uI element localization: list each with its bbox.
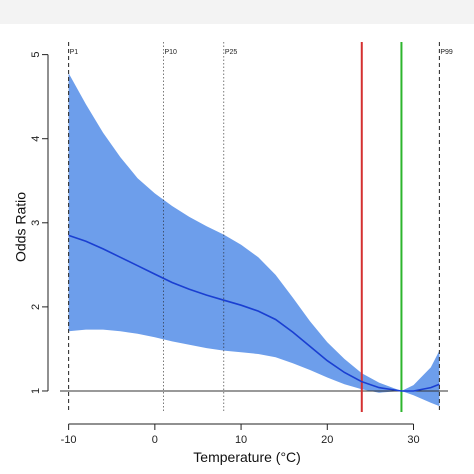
y-tick-label: 3 (30, 220, 42, 226)
x-tick-label: 30 (407, 434, 419, 446)
odds-ratio-line (68, 234, 440, 392)
percentile-label-p25: P25 (225, 49, 238, 56)
y-tick-label: 1 (30, 388, 42, 394)
axes: -10 0 10 20 30 1 2 3 4 5 (30, 52, 420, 446)
y-tick-label: 5 (30, 52, 42, 58)
x-tick-label: 20 (321, 434, 333, 446)
confidence-band (68, 73, 440, 407)
plot-area: P1 P10 P25 P99 (60, 42, 453, 412)
top-bar (0, 0, 474, 24)
x-tick-label: -10 (61, 434, 77, 446)
y-tick-label: 2 (30, 304, 42, 310)
percentile-label-p99: P99 (440, 49, 453, 56)
x-axis-title: Temperature (°C) (193, 449, 301, 465)
percentile-label-p10: P10 (164, 49, 177, 56)
x-tick-label: 0 (152, 434, 158, 446)
y-axis-title: Odds Ratio (13, 192, 29, 262)
y-tick-label: 4 (30, 136, 42, 142)
percentile-label-p1: P1 (70, 49, 79, 56)
x-tick-label: 10 (235, 434, 247, 446)
